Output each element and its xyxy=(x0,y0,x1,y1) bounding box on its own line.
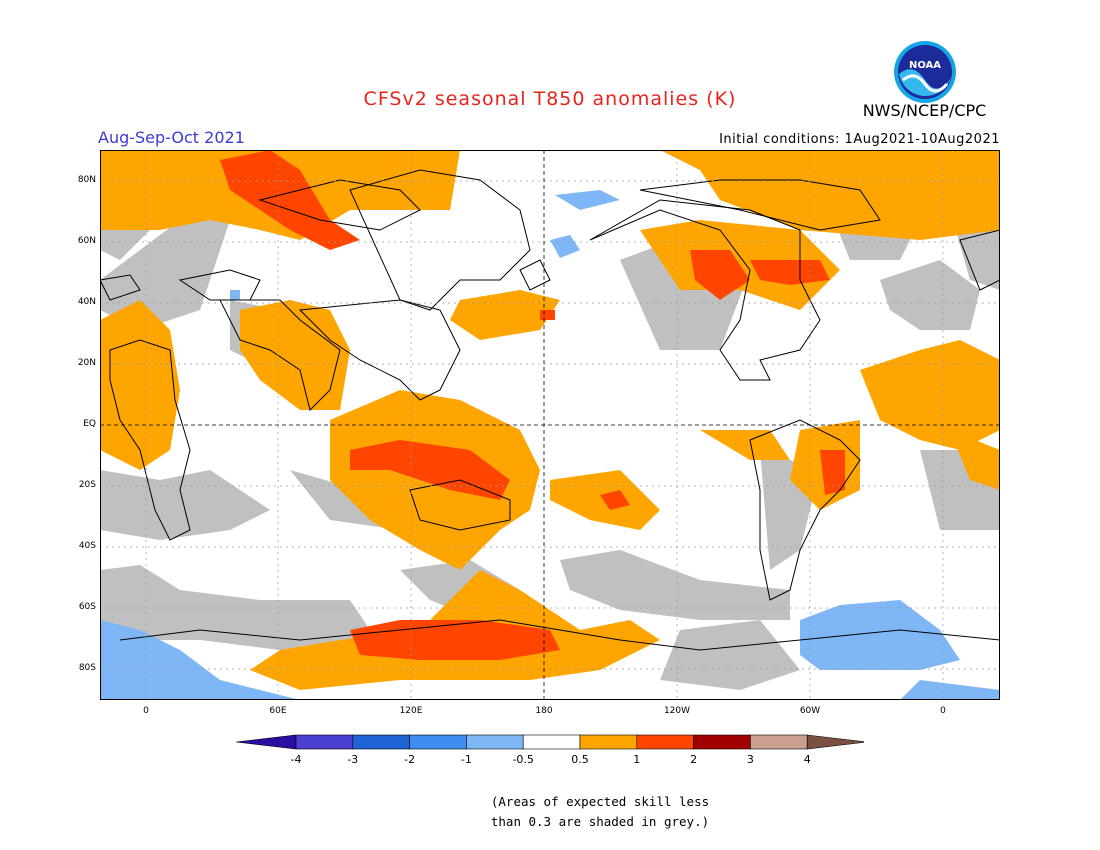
skill-footnote: (Areas of expected skill less than 0.3 a… xyxy=(440,792,760,832)
color-bar-tick-label: -4 xyxy=(290,753,302,766)
organization-label: NWS/NCEP/CPC xyxy=(862,101,987,120)
lat-label-80s: 80S xyxy=(78,663,96,673)
color-bar-cell xyxy=(466,734,524,750)
color-bar-cell xyxy=(409,734,467,750)
color-bar-cell xyxy=(693,734,751,750)
color-bar-tick-label: 3 xyxy=(746,753,754,766)
color-bar-cell xyxy=(295,734,354,750)
color-bar-tick-label: 4 xyxy=(803,753,811,766)
coastlines xyxy=(100,169,1000,651)
color-bar-cell xyxy=(636,734,694,750)
color-bar-tick-label: -0.5 xyxy=(512,753,534,766)
lon-label-0-east: 0 xyxy=(940,706,946,716)
color-bar-tick-label: 0.5 xyxy=(571,753,589,766)
color-bar-cell xyxy=(750,734,808,750)
color-bar-cell xyxy=(522,734,581,750)
lat-label-40n: 40N xyxy=(77,297,96,307)
lon-label-60e: 60E xyxy=(269,706,287,716)
noaa-logo-icon: NOAA xyxy=(894,41,956,103)
footnote-line-2: than 0.3 are shaded in grey.) xyxy=(490,814,710,829)
lon-label-120w: 120W xyxy=(663,706,691,716)
lat-label-20s: 20S xyxy=(78,480,96,490)
color-bar-arrow-high xyxy=(806,734,864,750)
color-bar-tick-label: 2 xyxy=(690,753,698,766)
color-bar-tick-label: -2 xyxy=(404,753,416,766)
anomaly-map xyxy=(100,150,1000,700)
color-bar xyxy=(236,734,864,750)
color-bar-arrow-low xyxy=(236,734,297,750)
color-bar-tick-label: 1 xyxy=(633,753,641,766)
color-bar-cell xyxy=(352,734,410,750)
lat-label-60n: 60N xyxy=(77,236,96,246)
lat-label-80n: 80N xyxy=(77,175,96,185)
lon-label-0: 0 xyxy=(143,706,149,716)
color-bar-tick-label: -3 xyxy=(347,753,359,766)
color-bar-cell xyxy=(579,734,638,750)
map-title: CFSv2 seasonal T850 anomalies (K) xyxy=(363,88,737,110)
footnote-line-1: (Areas of expected skill less xyxy=(490,794,710,809)
lat-label-20n: 20N xyxy=(77,358,96,368)
logo-text: NOAA xyxy=(909,60,941,71)
map-frame xyxy=(100,150,1000,700)
graticule xyxy=(100,150,1000,700)
lat-label-eq: EQ xyxy=(83,419,96,429)
initial-conditions: Initial conditions: 1Aug2021-10Aug2021 xyxy=(719,132,1000,147)
lon-label-60w: 60W xyxy=(799,706,821,716)
forecast-period: Aug-Sep-Oct 2021 xyxy=(98,128,245,147)
lat-label-40s: 40S xyxy=(78,541,96,551)
lon-label-120e: 120E xyxy=(399,706,423,716)
lon-label-180: 180 xyxy=(535,706,553,716)
color-bar-tick-label: -1 xyxy=(460,753,472,766)
cold-anomaly-areas xyxy=(100,190,1000,700)
lat-label-60s: 60S xyxy=(78,602,96,612)
equator-and-dateline xyxy=(100,150,1000,700)
